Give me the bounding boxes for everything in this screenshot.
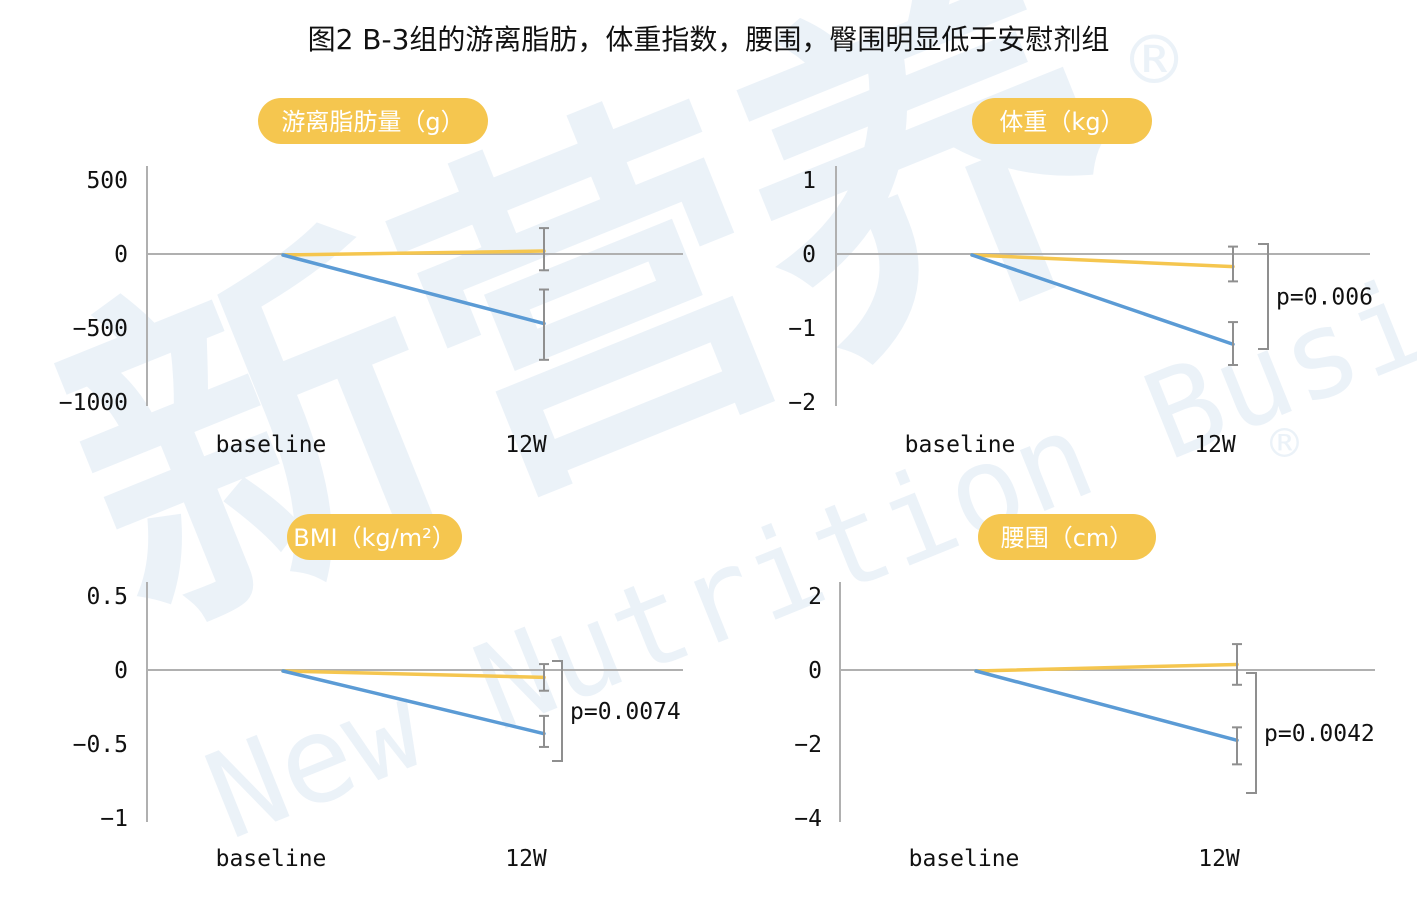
x-category-label: baseline (216, 846, 327, 872)
p-value-label: p=0.0074 (570, 699, 681, 725)
series-line (974, 662, 1239, 673)
x-category-label: 12W (1198, 846, 1240, 872)
chart-title-pill (972, 98, 1152, 144)
chart-title-pill (258, 98, 488, 144)
chart-title: 游离脂肪量（g） (281, 108, 464, 136)
series-line (970, 253, 1235, 347)
p-value-label: p=0.0042 (1264, 721, 1375, 747)
series-line (281, 669, 546, 736)
y-tick-label: 0 (114, 242, 128, 268)
x-category-label: 12W (505, 846, 547, 872)
y-tick-label: −1000 (59, 390, 128, 416)
chart-title: 腰围（cm） (1001, 524, 1134, 552)
significance-bracket (552, 660, 563, 762)
y-tick-label: −1 (788, 316, 816, 342)
p-value-label: p=0.006 (1276, 285, 1373, 311)
x-category-label: 12W (1194, 432, 1236, 458)
chart-title: 体重（kg） (999, 108, 1124, 136)
x-category-label: baseline (909, 846, 1020, 872)
chart-title: BMI（kg/m²） (293, 524, 455, 552)
y-tick-label: 0.5 (86, 584, 128, 610)
chart-title-pill (287, 514, 462, 560)
y-tick-label: −1 (100, 806, 128, 832)
series-line (281, 249, 546, 257)
x-category-label: baseline (905, 432, 1016, 458)
y-tick-label: 1 (802, 168, 816, 194)
significance-bracket (1258, 243, 1269, 350)
y-tick-label: −500 (73, 316, 128, 342)
series-line (281, 253, 546, 326)
series-line (281, 669, 546, 680)
y-tick-label: 0 (114, 658, 128, 684)
y-tick-label: −2 (794, 732, 822, 758)
y-tick-label: −2 (788, 390, 816, 416)
series-line (974, 669, 1239, 743)
y-tick-label: −4 (794, 806, 822, 832)
figure-title: 图2 B-3组的游离脂肪，体重指数，腰围，臀围明显低于安慰剂组 (307, 23, 1110, 56)
y-tick-label: 500 (86, 168, 128, 194)
series-line (970, 253, 1235, 269)
significance-bracket (1246, 672, 1257, 794)
y-tick-label: 0 (802, 242, 816, 268)
y-tick-label: 2 (808, 584, 822, 610)
y-tick-label: −0.5 (73, 732, 128, 758)
x-category-label: 12W (505, 432, 547, 458)
y-tick-label: 0 (808, 658, 822, 684)
chart-title-pill (978, 514, 1156, 560)
x-category-label: baseline (216, 432, 327, 458)
